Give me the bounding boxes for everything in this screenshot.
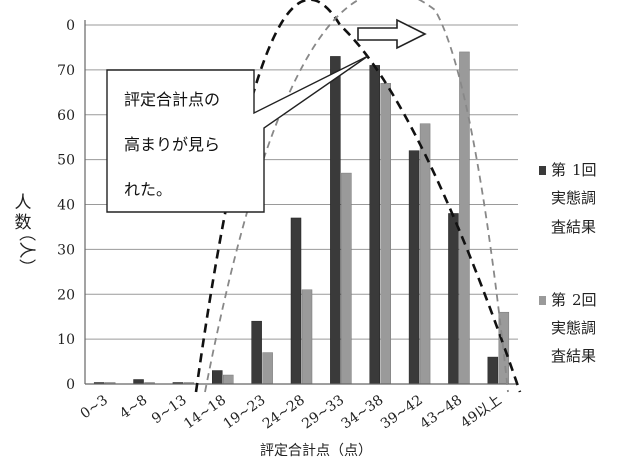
bar-series-2-24~28: [301, 289, 313, 385]
x-tick-label: 19~23: [220, 392, 268, 432]
legend-item-2-prefix: 第: [551, 291, 566, 309]
trend-curve-series-2: [204, 0, 509, 393]
legend-item-2-line-3: 査結果: [551, 347, 596, 365]
legend-item-1: 第 1回 実態調 査結果: [539, 161, 597, 236]
y-tick-label: 0: [66, 377, 75, 393]
bar-series-2-34~38: [380, 83, 391, 385]
x-tick-label: 49以上: [458, 392, 505, 431]
legend-item-2: 第 2回 実態調 査結果: [539, 291, 597, 365]
legend-item-1-prefix: 第: [551, 161, 566, 179]
bar-series-2-39~42: [419, 123, 431, 385]
y-axis-label-char-2: 数: [15, 213, 32, 233]
y-tick-labels: 0 10 20 30 40 50 60 70 0: [57, 18, 75, 393]
legend-swatch-1: [539, 166, 546, 175]
legend: 第 1回 実態調 査結果 第 2回 実態調 査結果: [539, 161, 597, 365]
bar-series-1-34~38: [369, 65, 380, 385]
callout-line-1: 評定合計点の: [124, 90, 220, 109]
x-tick-label: 34~38: [339, 392, 387, 432]
bar-series-2-14~18: [223, 374, 234, 385]
x-tick-labels: 0~3 4~89~1314~1819~2324~2829~3334~3839~42…: [78, 392, 505, 432]
bar-series-1-49以上: [487, 356, 499, 385]
y-tick-label: 0: [66, 18, 75, 34]
callout: 評定合計点の 高まりが見ら れた。: [106, 55, 369, 213]
x-tick-label: 14~18: [181, 392, 229, 432]
x-tick-label: 29~33: [299, 392, 347, 432]
legend-swatch-2: [539, 296, 546, 305]
legend-item-2-line-2: 実態調: [551, 319, 596, 337]
x-tick-label: 43~48: [417, 392, 465, 432]
legend-item-2-line-1: 2回: [572, 291, 597, 309]
y-tick-label: 10: [57, 332, 75, 348]
y-axis-label-char-1: 人: [15, 193, 32, 213]
x-tick-label: 24~28: [260, 392, 308, 432]
y-tick-label: 20: [57, 287, 75, 303]
callout-line-3: れた。: [124, 180, 172, 199]
axes: [84, 20, 518, 385]
legend-item-1-line-2: 実態調: [551, 189, 596, 207]
x-tick-label: 4~8: [117, 392, 150, 422]
bar-series-1-4~8: [133, 379, 144, 385]
bar-series-2-43~48: [459, 51, 470, 385]
legend-item-1-line-3: 査結果: [551, 218, 596, 236]
y-axis-label: 人 数 （人）: [15, 193, 37, 276]
bar-series-1-24~28: [290, 217, 302, 385]
x-tick-label: 0~3: [78, 392, 111, 422]
bar-series-1-29~33: [330, 56, 341, 385]
callout-box: [106, 55, 369, 213]
bar-series-1-14~18: [212, 370, 223, 385]
callout-line-2: 高まりが見ら: [124, 135, 220, 154]
y-tick-label: 30: [57, 242, 75, 258]
y-tick-label: 50: [57, 153, 75, 169]
bar-series-1-39~42: [408, 150, 420, 385]
bar-series-1-43~48: [448, 213, 459, 385]
x-axis-title: 評定合計点（点）: [260, 443, 372, 459]
y-tick-label: 70: [57, 63, 75, 79]
y-tick-label: 40: [57, 198, 75, 214]
y-tick-label: 60: [57, 108, 75, 124]
legend-item-1-line-1: 1回: [572, 161, 597, 179]
x-tick-label: 39~42: [378, 392, 426, 432]
y-axis-label-unit: （人）: [16, 225, 36, 276]
bar-series-2-29~33: [341, 172, 352, 385]
arrow-right-icon: [357, 18, 427, 50]
bar-series-1-19~23: [251, 320, 262, 385]
bar-series-2-19~23: [262, 352, 273, 385]
